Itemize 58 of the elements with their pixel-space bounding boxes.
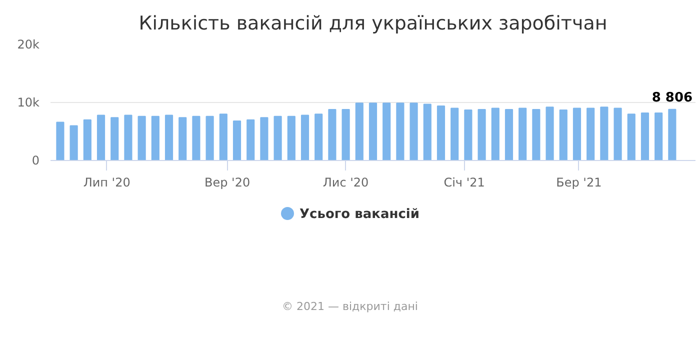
x-tick-label: Січ '21 <box>444 176 485 190</box>
bar <box>464 110 472 160</box>
bar <box>546 106 554 160</box>
y-tick-label: 10k <box>17 96 40 110</box>
bar <box>518 108 527 160</box>
bar <box>164 114 174 160</box>
bar <box>151 116 160 160</box>
bar <box>396 102 404 160</box>
bar <box>96 114 106 160</box>
bar <box>410 102 418 160</box>
bar <box>178 117 187 160</box>
bar <box>355 102 364 160</box>
bar <box>110 117 119 160</box>
bar <box>654 112 663 160</box>
bar <box>559 110 568 160</box>
bar <box>423 104 432 160</box>
text: © 2021 — відкриті дані <box>281 300 419 313</box>
bar <box>206 116 214 160</box>
data-label: 8 806 <box>652 90 693 106</box>
bar <box>478 108 486 160</box>
x-tick-label: Бер '21 <box>556 176 602 190</box>
bar <box>56 122 64 160</box>
bar <box>450 108 459 160</box>
bar <box>342 108 350 160</box>
bar <box>232 120 242 160</box>
bar <box>504 108 514 160</box>
bar <box>260 117 268 160</box>
bar <box>382 102 391 160</box>
y-tick-label: 20k <box>17 38 40 52</box>
chart-title: Кількість вакансій для українських заробітчан <box>138 12 608 34</box>
bar <box>219 114 228 160</box>
bar <box>436 105 446 160</box>
bar <box>83 119 92 160</box>
bar <box>138 116 146 160</box>
bar <box>246 119 255 160</box>
bar <box>600 106 608 160</box>
bar <box>586 108 595 160</box>
x-tick-label: Вер '20 <box>204 176 250 190</box>
bar <box>572 108 582 160</box>
bar <box>491 108 500 160</box>
bar <box>287 116 296 160</box>
x-tick-label: Лип '20 <box>83 176 130 190</box>
bar <box>640 112 650 160</box>
legend-item: Усього вакансій <box>280 207 420 222</box>
bar <box>668 108 676 160</box>
bar <box>314 114 323 160</box>
bar <box>192 116 200 160</box>
bar <box>368 102 378 160</box>
bar <box>614 108 622 160</box>
bar <box>328 108 336 160</box>
bar <box>70 125 78 160</box>
bar <box>532 108 540 160</box>
bar <box>627 114 636 160</box>
x-tick-label: Лис '20 <box>322 176 369 190</box>
bar <box>300 114 310 160</box>
bar <box>274 116 282 160</box>
bar <box>124 114 132 160</box>
y-tick-label: 0 <box>32 154 40 168</box>
